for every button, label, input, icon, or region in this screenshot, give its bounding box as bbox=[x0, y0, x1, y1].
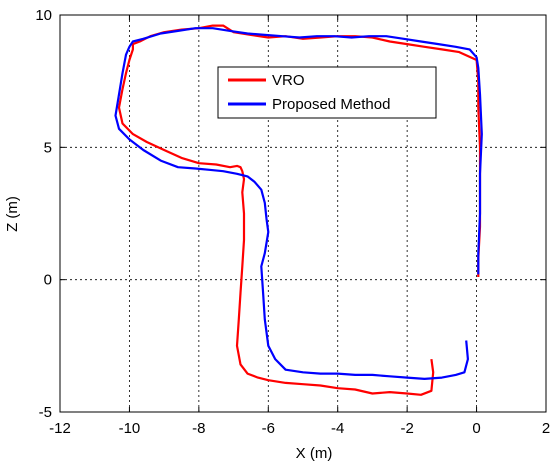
x-axis-label: X (m) bbox=[296, 445, 333, 462]
x-tick-label: -12 bbox=[49, 420, 71, 437]
series-line-proposed-method bbox=[114, 27, 483, 380]
y-tick-label: 5 bbox=[44, 139, 52, 156]
legend-box bbox=[217, 66, 437, 119]
legend-label-vro: VRO bbox=[272, 72, 305, 89]
x-tick-label: 0 bbox=[472, 420, 480, 437]
plot-frame bbox=[59, 14, 547, 413]
axis-ticks bbox=[59, 14, 547, 413]
x-tick-label: -6 bbox=[262, 420, 275, 437]
x-tick-label: -2 bbox=[400, 420, 413, 437]
x-tick-label: -4 bbox=[331, 420, 344, 437]
y-axis-label: Z (m) bbox=[4, 196, 21, 232]
tick-labels: -12 -10 -8 -6 -4 -2 0 2 -5 0 5 10 bbox=[35, 7, 550, 437]
x-tick-label: -8 bbox=[192, 420, 205, 437]
x-tick-label: -10 bbox=[119, 420, 141, 437]
y-tick-label: 0 bbox=[44, 272, 52, 289]
y-tick-label: 10 bbox=[35, 7, 52, 24]
x-tick-label: 2 bbox=[542, 420, 550, 437]
legend-label-proposed-method: Proposed Method bbox=[272, 96, 390, 113]
series-line-vro bbox=[117, 24, 482, 396]
legend: VRO Proposed Method bbox=[217, 66, 437, 119]
y-tick-label: -5 bbox=[39, 404, 52, 421]
series-layer bbox=[114, 24, 483, 396]
